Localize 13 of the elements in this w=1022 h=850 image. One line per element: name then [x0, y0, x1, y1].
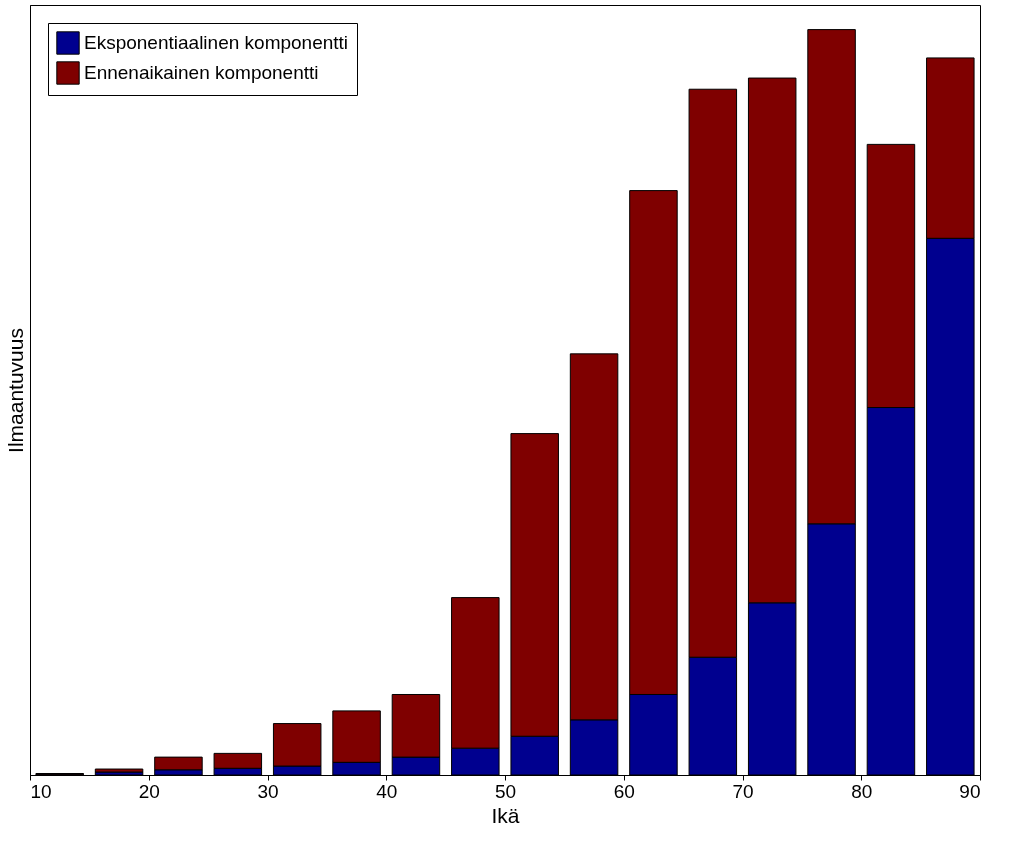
x-tick-label: 70 [732, 780, 754, 802]
x-tick-label: 10 [30, 780, 52, 802]
y-axis-title: Ilmaantuvuus [3, 328, 27, 453]
x-tick-label: 90 [959, 780, 981, 802]
legend-label: Ennenaikainen komponentti [84, 62, 319, 83]
legend-label: Eksponentiaalinen komponentti [84, 32, 349, 53]
x-tick-label: 30 [257, 780, 279, 802]
x-tick-label: 40 [376, 780, 398, 802]
x-tick-label: 20 [138, 780, 160, 802]
x-tick-label: 60 [613, 780, 635, 802]
x-tick-label: 80 [851, 780, 873, 802]
x-tick-label: 50 [494, 780, 517, 802]
x-axis-title: Ikä [491, 803, 520, 827]
